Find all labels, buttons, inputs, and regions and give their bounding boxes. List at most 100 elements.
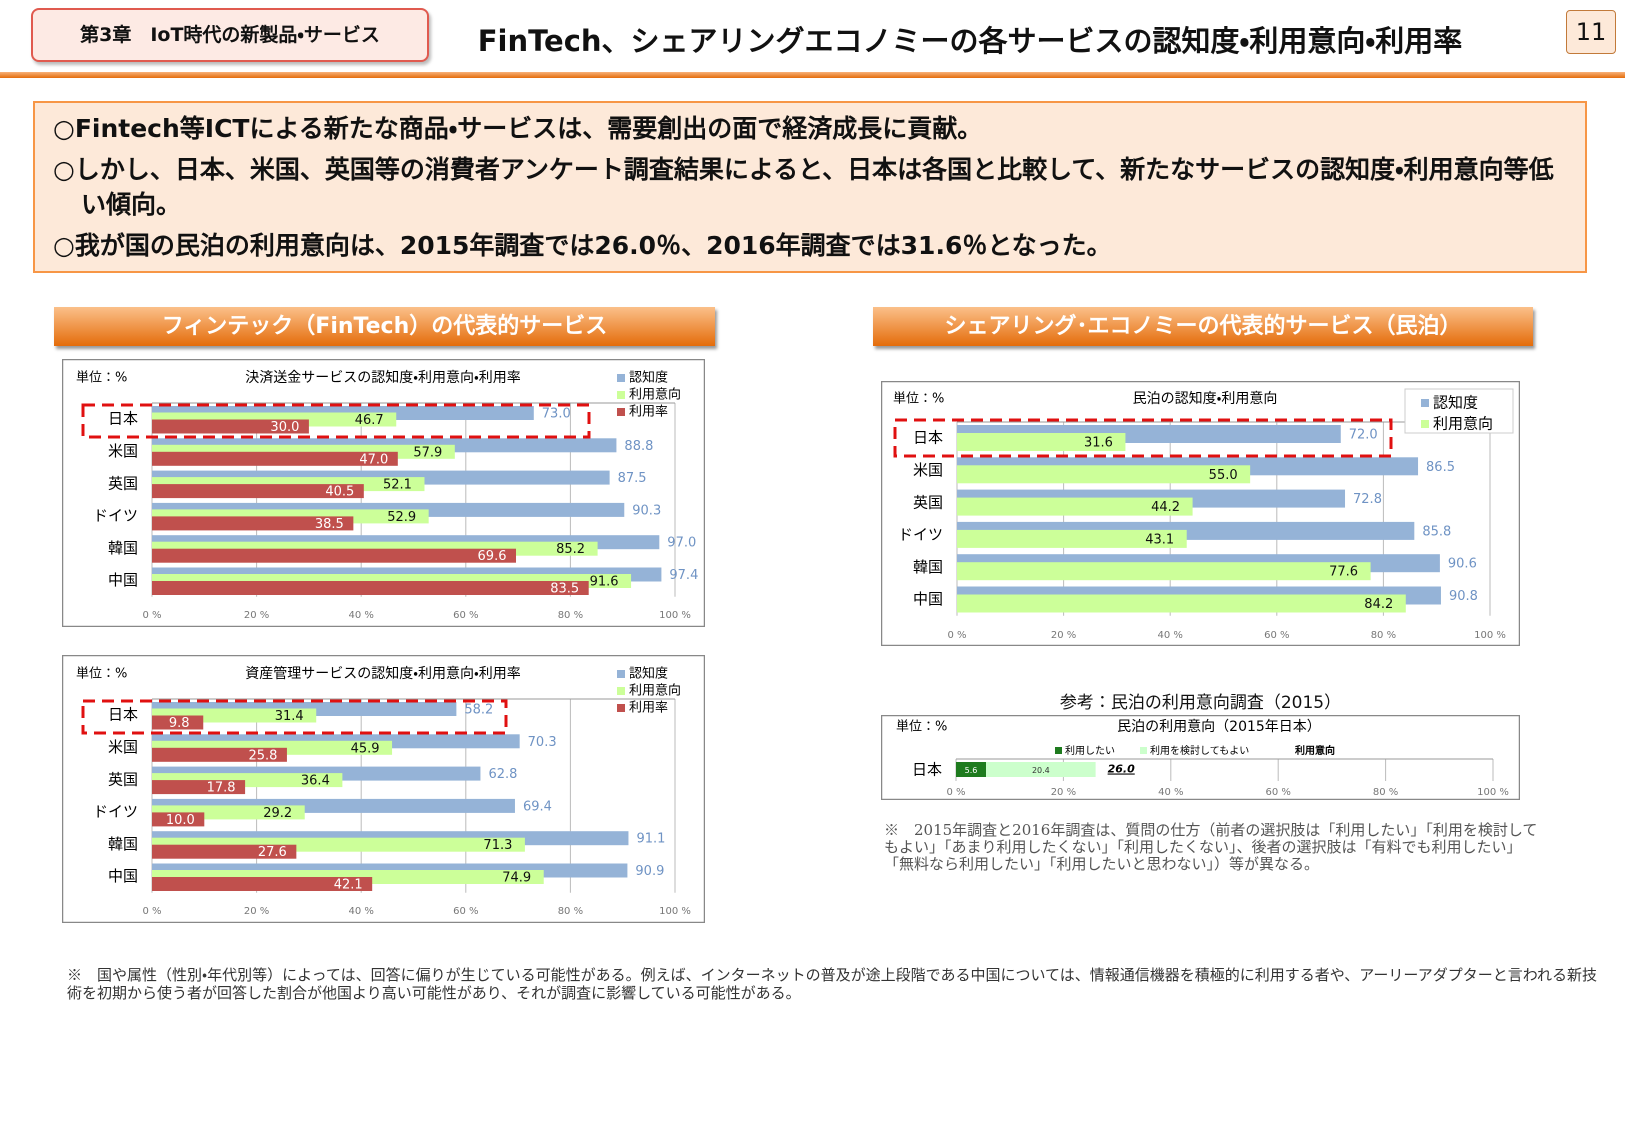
- unit-label: 単位：%: [896, 719, 947, 735]
- chart: 単位：% 民泊の認知度・利用意向 0 % 20 % 40 % 60 % 80 % 100 % 日…: [881, 381, 1520, 646]
- value-label: 97.0: [667, 536, 696, 551]
- x-tick-label: 20 %: [1051, 630, 1076, 641]
- value-label: 90.6: [1448, 557, 1477, 572]
- category-label: 米国: [913, 461, 943, 479]
- value-label: 31.4: [275, 709, 304, 724]
- bar: [957, 529, 1187, 548]
- legend-swatch: [1140, 747, 1147, 754]
- section-banner: シェアリング･エコノミーの代表的サービス（民泊）: [873, 307, 1533, 346]
- x-tick-label: 100 %: [659, 610, 691, 621]
- bar: [957, 465, 1251, 484]
- value-label: 36.4: [301, 774, 330, 789]
- value-label: 40.5: [325, 485, 354, 500]
- bar: [152, 747, 287, 762]
- value-label: 30.0: [270, 420, 299, 435]
- legend-label: 認知度: [629, 370, 668, 386]
- value-label: 97.4: [669, 568, 698, 583]
- x-tick-label: 20 %: [244, 610, 269, 621]
- x-tick-label: 80 %: [558, 610, 583, 621]
- footnote: ※ 国や属性（性別・年代別等）によっては、回答に偏りが生じている可能性がある。例…: [67, 966, 1598, 1002]
- bar: [986, 762, 1096, 777]
- x-tick-label: 80 %: [558, 906, 583, 917]
- legend-swatch: [1421, 399, 1429, 407]
- unit-label: 単位：%: [76, 370, 127, 386]
- value-label: 84.2: [1364, 597, 1393, 612]
- category-label: 英国: [913, 493, 943, 511]
- x-tick-label: 0 %: [946, 787, 965, 798]
- highlight-box: [81, 699, 508, 735]
- unit-label: 単位：%: [76, 666, 127, 682]
- chart: 単位：% 決済送金サービスの認知度・利用意向・利用率 0 % 20 % 40 % 60 %…: [62, 359, 705, 627]
- legend-label: 認知度: [629, 666, 668, 682]
- category-label: 日本: [108, 410, 138, 428]
- x-tick-label: 40 %: [348, 906, 373, 917]
- bullet: ○しかし、日本、米国、英国等の消費者アンケート調査結果によると、日本は各国と比較…: [53, 155, 1554, 219]
- page-number: 11: [1566, 10, 1616, 54]
- value-label: 77.6: [1329, 565, 1358, 580]
- chart: 単位：% 資産管理サービスの認知度・利用意向・利用率 0 % 20 % 40 % 60 %…: [62, 655, 705, 923]
- bar: [152, 484, 364, 499]
- value-label: 62.8: [488, 767, 517, 782]
- x-tick-label: 0 %: [142, 906, 161, 917]
- category-label: 中国: [108, 867, 138, 885]
- chart-title: 決済送金サービスの認知度・利用意向・利用率: [245, 369, 521, 386]
- value-label: 9.8: [169, 716, 190, 731]
- x-tick-label: 60 %: [1264, 630, 1289, 641]
- legend-label: 認知度: [1433, 394, 1478, 412]
- value-label: 29.2: [263, 806, 292, 821]
- bar: [957, 497, 1193, 516]
- value-label: 25.8: [248, 748, 277, 763]
- legend-label: 利用したい: [1065, 745, 1115, 757]
- value-label: 5.6: [965, 766, 978, 775]
- chart-title: 民泊の利用意向（2015年日本）: [1117, 719, 1321, 735]
- highlight-box: [81, 403, 591, 439]
- bar: [152, 419, 309, 434]
- legend-label: 利用を検討してもよい: [1150, 744, 1249, 757]
- value-label: 58.2: [464, 703, 493, 718]
- bar: [152, 812, 205, 827]
- slide-title: FinTech、シェアリングエコノミーの各サービスの認知度・利用意向・利用率: [477, 24, 1463, 58]
- highlight-box: [893, 418, 1393, 458]
- category-label: 英国: [108, 474, 138, 492]
- value-label: 86.5: [1426, 460, 1455, 475]
- bar: [152, 451, 398, 466]
- value-label: 73.0: [542, 407, 571, 422]
- x-tick-label: 40 %: [1157, 630, 1182, 641]
- bar: [152, 877, 373, 891]
- x-tick-label: 40 %: [348, 610, 373, 621]
- value-label: 72.8: [1353, 492, 1382, 507]
- x-tick-label: 20 %: [1051, 787, 1076, 798]
- value-label: 31.6: [1084, 436, 1113, 451]
- value-label: 47.0: [359, 452, 388, 467]
- bar: [957, 594, 1406, 613]
- value-label: 90.9: [635, 864, 664, 879]
- category-label: ドイツ: [93, 803, 138, 821]
- value-label: 69.4: [523, 799, 552, 814]
- value-label: 71.3: [483, 838, 512, 853]
- category-label: ドイツ: [93, 507, 138, 525]
- chart-title: 資産管理サービスの認知度・利用意向・利用率: [245, 665, 521, 682]
- value-label: 74.9: [502, 871, 531, 886]
- value-label: 43.1: [1145, 532, 1174, 547]
- value-label: 72.0: [1349, 428, 1378, 443]
- bullet: ○我が国の民泊の利用意向は、2015年調査では26.0％、2016年調査では31…: [53, 231, 1112, 260]
- legend-label: 利用意向: [1295, 744, 1335, 757]
- bar: [956, 762, 987, 777]
- value-label: 85.8: [1422, 524, 1451, 539]
- value-label: 44.2: [1151, 500, 1180, 515]
- value-label: 90.8: [1449, 589, 1478, 604]
- value-label: 70.3: [528, 735, 557, 750]
- legend-swatch: [617, 687, 625, 695]
- category-label: 韓国: [108, 539, 138, 557]
- value-label: 55.0: [1209, 468, 1238, 483]
- value-label: 17.8: [207, 781, 236, 796]
- value-label: 87.5: [618, 471, 647, 486]
- value-label: 27.6: [258, 845, 287, 860]
- value-label: 52.1: [383, 478, 412, 493]
- category-label: 中国: [108, 571, 138, 589]
- value-label: 38.5: [315, 517, 344, 532]
- legend-label: 利用意向: [629, 387, 681, 403]
- header-rule: [0, 72, 1625, 78]
- legend-label: 利用意向: [629, 683, 681, 699]
